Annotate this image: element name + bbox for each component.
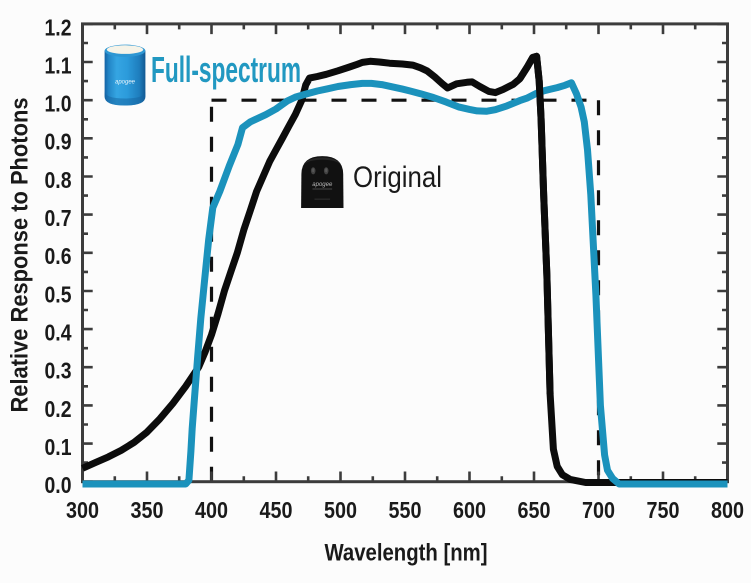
svg-text:Relative Response to Photons: Relative Response to Photons — [7, 98, 34, 413]
svg-text:700: 700 — [582, 497, 615, 523]
svg-text:0.6: 0.6 — [45, 243, 72, 269]
svg-text:400: 400 — [195, 497, 228, 523]
svg-text:Full-spectrum: Full-spectrum — [151, 49, 301, 90]
svg-text:650: 650 — [518, 497, 551, 523]
svg-text:0.7: 0.7 — [45, 205, 72, 231]
svg-text:550: 550 — [389, 497, 422, 523]
svg-text:0.8: 0.8 — [45, 167, 72, 193]
svg-text:350: 350 — [131, 497, 164, 523]
svg-text:300: 300 — [66, 497, 99, 523]
svg-text:450: 450 — [260, 497, 293, 523]
svg-text:Wavelength [nm]: Wavelength [nm] — [325, 540, 488, 567]
svg-text:apogee: apogee — [312, 182, 333, 188]
svg-text:0.5: 0.5 — [45, 281, 72, 307]
svg-text:600: 600 — [453, 497, 486, 523]
svg-text:Original: Original — [353, 161, 442, 194]
svg-text:0.1: 0.1 — [45, 434, 72, 460]
svg-text:0.4: 0.4 — [45, 320, 72, 346]
svg-text:apogee: apogee — [115, 80, 136, 86]
svg-text:1.1: 1.1 — [45, 52, 72, 78]
svg-text:0.0: 0.0 — [45, 472, 72, 498]
svg-text:0.2: 0.2 — [45, 396, 72, 422]
svg-text:800: 800 — [711, 497, 744, 523]
svg-text:1.2: 1.2 — [45, 14, 72, 40]
svg-text:0.3: 0.3 — [45, 358, 72, 384]
svg-text:500: 500 — [324, 497, 357, 523]
svg-text:750: 750 — [647, 497, 680, 523]
svg-text:1.0: 1.0 — [45, 91, 72, 117]
svg-text:0.9: 0.9 — [45, 129, 72, 155]
